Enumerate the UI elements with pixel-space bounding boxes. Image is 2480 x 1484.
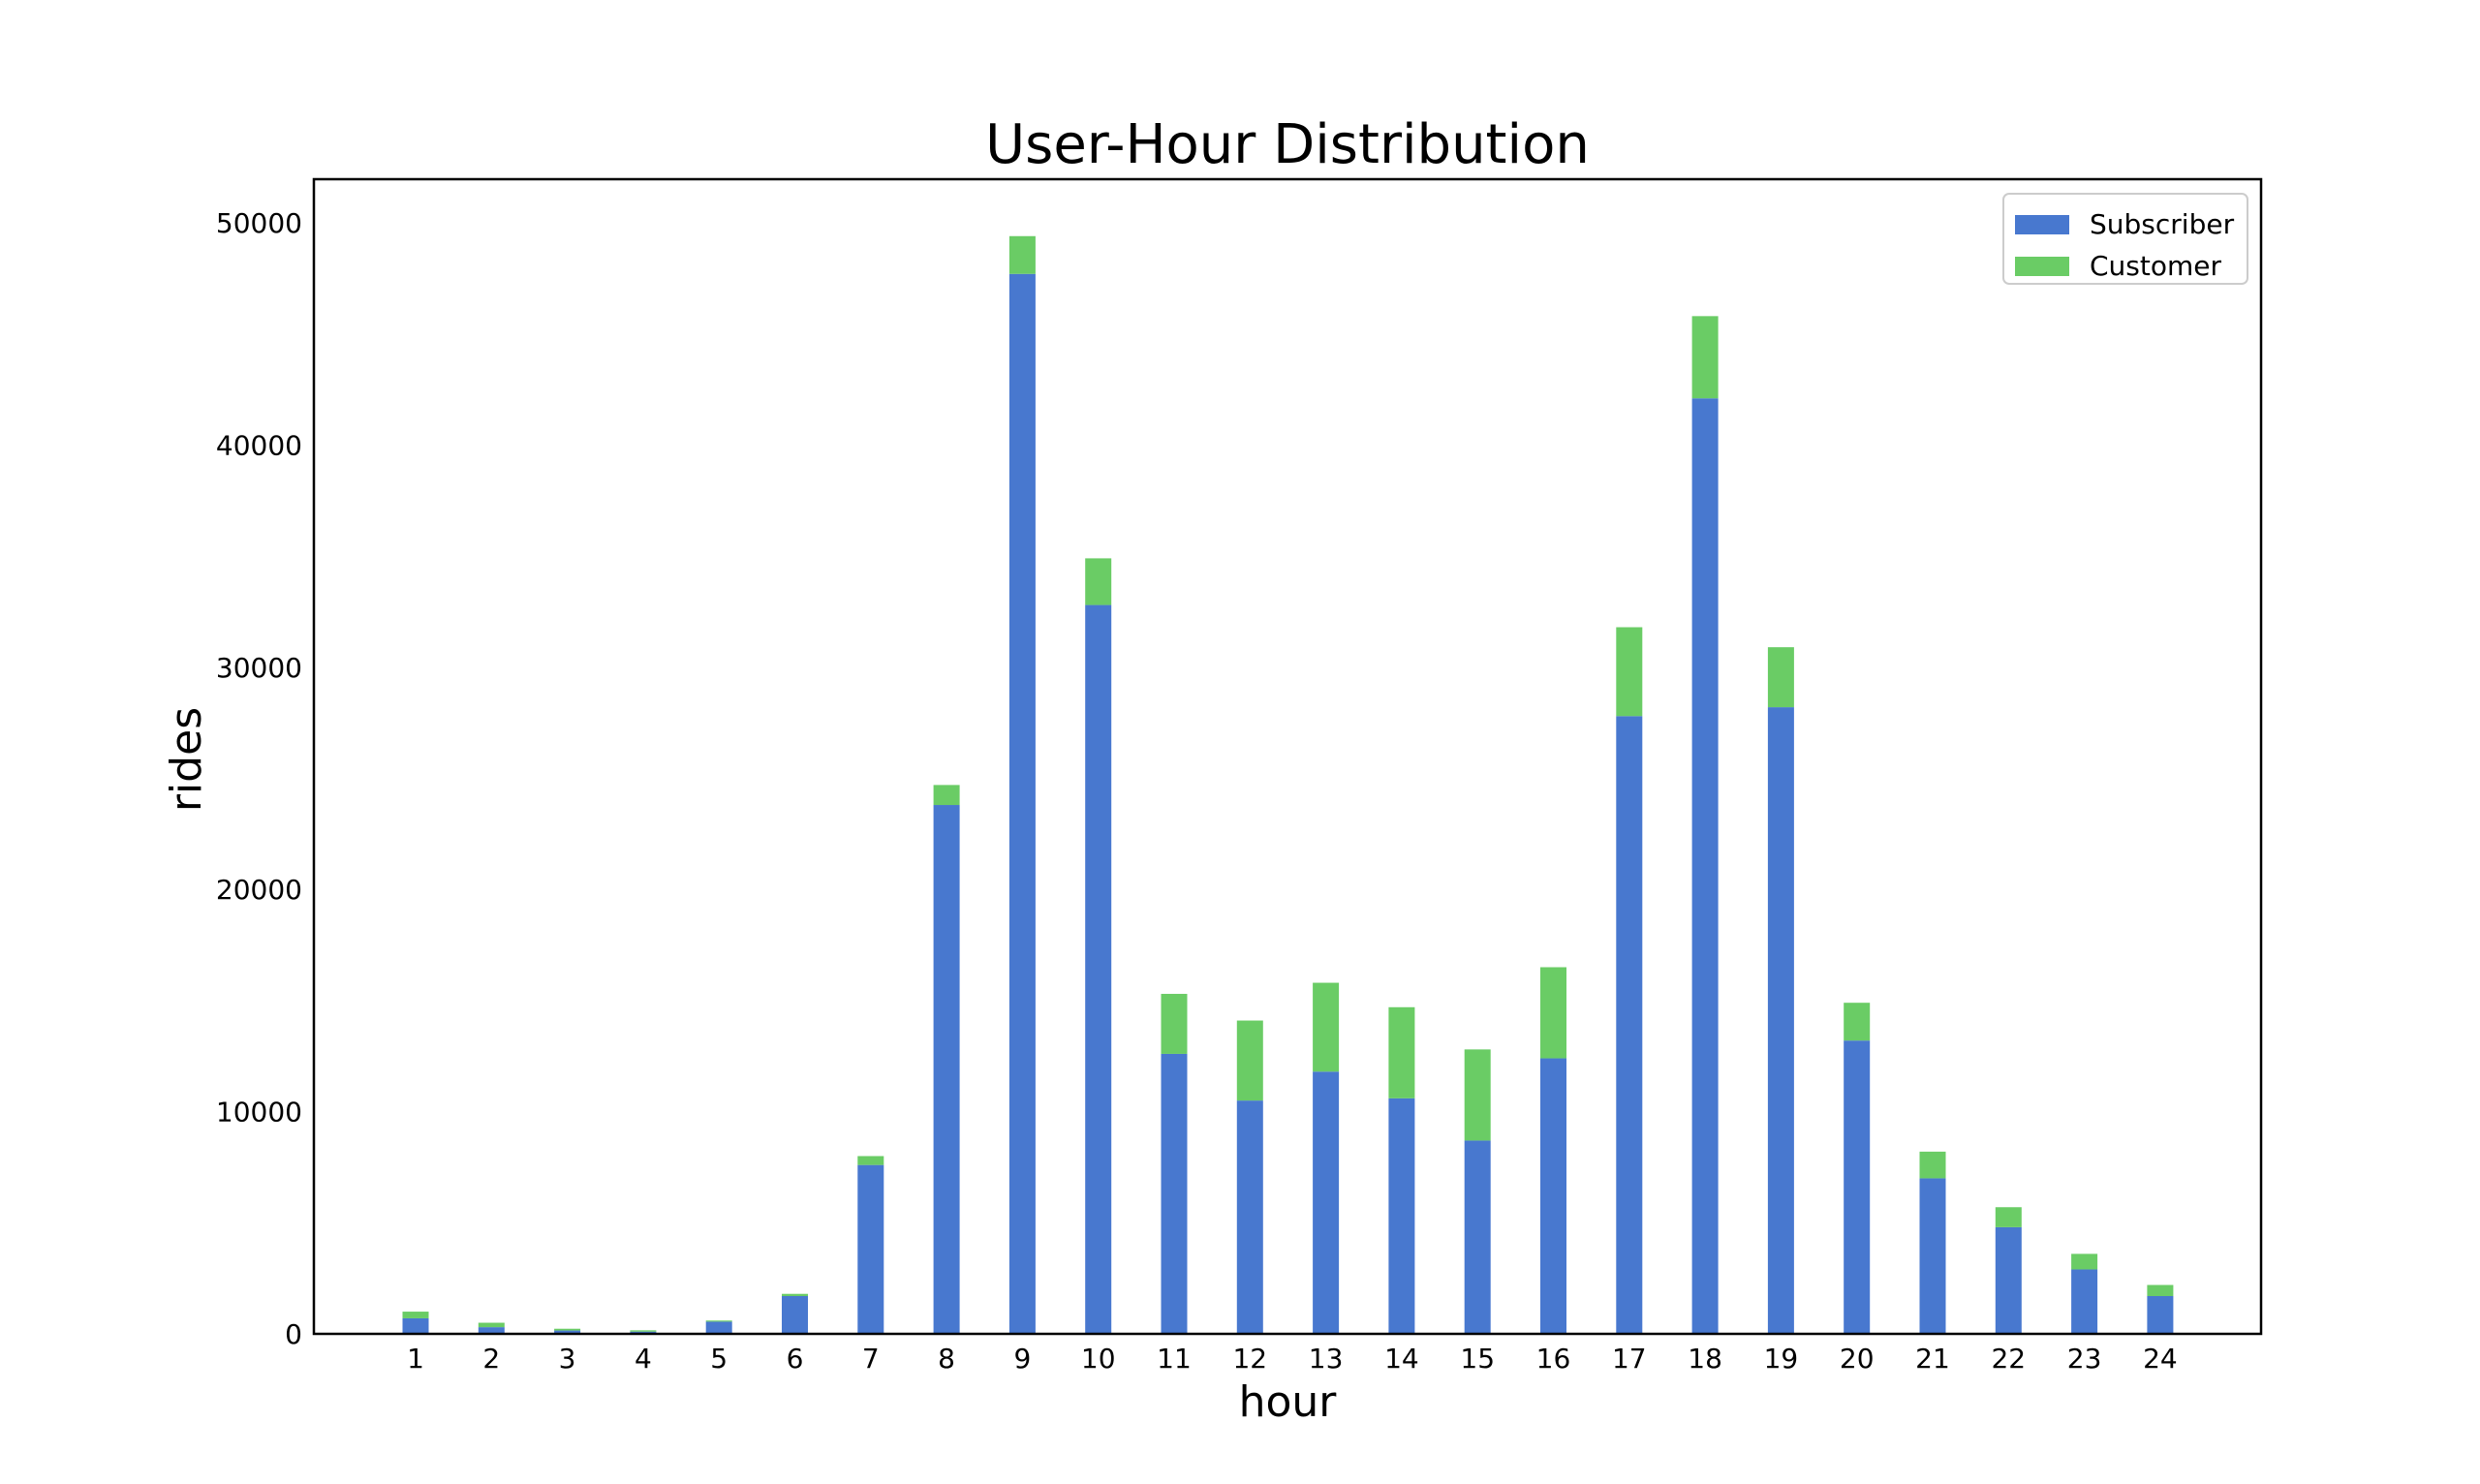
bar-customer-7	[857, 1156, 884, 1165]
x-tick-label: 7	[862, 1343, 880, 1375]
x-tick-label: 13	[1309, 1343, 1344, 1375]
bar-customer-9	[1008, 235, 1036, 274]
legend-swatch-subscriber	[2015, 215, 2069, 234]
bar-subscriber-12	[1236, 1100, 1263, 1334]
bar-customer-3	[554, 1328, 581, 1331]
y-axis-label: rides	[162, 707, 211, 812]
bar-customer-1	[402, 1312, 429, 1318]
bar-subscriber-23	[2071, 1269, 2098, 1334]
bar-subscriber-19	[1767, 707, 1794, 1334]
bar-subscriber-24	[2147, 1296, 2174, 1334]
x-tick-label: 20	[1840, 1343, 1875, 1375]
bar-subscriber-5	[705, 1321, 732, 1334]
x-tick-label: 3	[559, 1343, 576, 1375]
x-tick-label: 24	[2143, 1343, 2178, 1375]
bar-subscriber-6	[782, 1296, 808, 1334]
bar-customer-12	[1236, 1020, 1263, 1101]
bar-customer-5	[705, 1320, 732, 1322]
bar-subscriber-15	[1464, 1140, 1491, 1334]
bar-subscriber-3	[554, 1330, 581, 1334]
bar-customer-10	[1085, 558, 1112, 605]
x-axis-label: hour	[1239, 1377, 1338, 1427]
bar-customer-17	[1616, 627, 1643, 717]
x-tick-label: 12	[1232, 1343, 1267, 1375]
x-tick-label: 19	[1764, 1343, 1799, 1375]
bar-subscriber-11	[1161, 1053, 1188, 1334]
y-tick-label: 10000	[216, 1097, 302, 1128]
bar-customer-20	[1844, 1003, 1871, 1041]
legend-label-customer: Customer	[2090, 250, 2221, 282]
x-tick-label: 9	[1013, 1343, 1031, 1375]
x-tick-label: 4	[635, 1343, 652, 1375]
bar-customer-21	[1919, 1151, 1946, 1179]
bar-subscriber-18	[1691, 398, 1719, 1334]
x-tick-label: 11	[1157, 1343, 1192, 1375]
y-tick-label: 20000	[216, 874, 302, 906]
y-tick-label: 40000	[216, 429, 302, 461]
bar-subscriber-13	[1313, 1071, 1340, 1334]
x-ticks: 1 2 3 4 5 6 7 8 9 10 11 12 13 14 15 16 17 18 19 20 21 22 23 24	[407, 1343, 2178, 1375]
legend-swatch-customer	[2015, 257, 2069, 276]
y-ticks: 0 10000 20000 30000 40000 50000	[216, 207, 302, 1350]
bars-layer	[402, 235, 2174, 1335]
bar-subscriber-22	[1995, 1226, 2022, 1334]
bar-customer-14	[1388, 1006, 1415, 1098]
x-tick-label: 17	[1612, 1343, 1647, 1375]
plot-frame	[312, 177, 2263, 1336]
bar-customer-16	[1540, 967, 1566, 1059]
x-tick-label: 2	[482, 1343, 500, 1375]
bar-customer-11	[1161, 994, 1188, 1054]
bar-subscriber-9	[1008, 273, 1036, 1335]
bar-subscriber-21	[1919, 1178, 1946, 1334]
chart-title: User-Hour Distribution	[985, 113, 1590, 176]
bar-subscriber-8	[933, 805, 960, 1334]
bar-customer-4	[630, 1330, 657, 1332]
x-tick-label: 21	[1915, 1343, 1950, 1375]
bar-customer-24	[2147, 1284, 2174, 1297]
x-tick-label: 5	[710, 1343, 728, 1375]
bar-subscriber-17	[1616, 716, 1643, 1334]
y-tick-label: 0	[285, 1318, 302, 1350]
bar-subscriber-2	[478, 1327, 505, 1334]
x-tick-label: 18	[1688, 1343, 1722, 1375]
bar-customer-6	[782, 1293, 808, 1297]
legend-label-subscriber: Subscriber	[2090, 208, 2235, 240]
x-tick-label: 23	[2067, 1343, 2102, 1375]
legend: Subscriber Customer	[2002, 193, 2248, 285]
x-tick-label: 22	[1991, 1343, 2026, 1375]
x-tick-label: 8	[938, 1343, 955, 1375]
bar-customer-19	[1767, 647, 1794, 708]
bar-customer-22	[1995, 1207, 2022, 1227]
bar-customer-15	[1464, 1049, 1491, 1141]
y-tick-label: 50000	[216, 207, 302, 239]
bar-customer-13	[1313, 982, 1340, 1072]
bar-subscriber-16	[1540, 1058, 1566, 1334]
x-tick-label: 6	[787, 1343, 804, 1375]
bar-customer-2	[478, 1322, 505, 1328]
x-tick-label: 16	[1536, 1343, 1571, 1375]
y-tick-label: 30000	[216, 652, 302, 684]
bar-subscriber-10	[1085, 604, 1112, 1334]
x-tick-label: 14	[1384, 1343, 1419, 1375]
bar-customer-8	[933, 785, 960, 806]
x-tick-label: 1	[407, 1343, 424, 1375]
bar-subscriber-7	[857, 1164, 884, 1334]
bar-customer-18	[1691, 316, 1719, 399]
x-tick-label: 15	[1460, 1343, 1495, 1375]
x-tick-label: 10	[1081, 1343, 1116, 1375]
bar-customer-23	[2071, 1253, 2098, 1270]
bar-subscriber-1	[402, 1317, 429, 1334]
bar-subscriber-20	[1844, 1040, 1871, 1334]
bar-subscriber-14	[1388, 1098, 1415, 1334]
